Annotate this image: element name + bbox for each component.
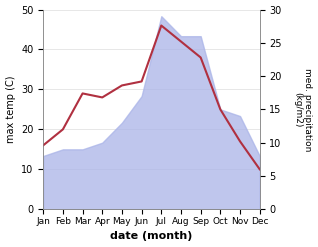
X-axis label: date (month): date (month) [110, 231, 193, 242]
Y-axis label: med. precipitation
(kg/m2): med. precipitation (kg/m2) [293, 68, 313, 151]
Y-axis label: max temp (C): max temp (C) [5, 76, 16, 143]
